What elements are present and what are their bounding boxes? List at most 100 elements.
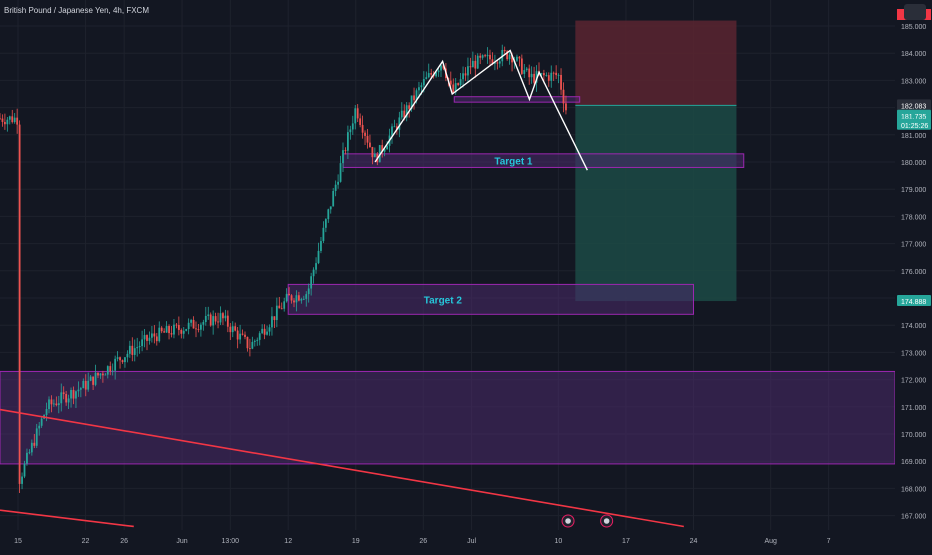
candle: [298, 291, 300, 302]
candle: [498, 58, 501, 68]
candle: [555, 65, 558, 80]
candle-body: [535, 71, 538, 83]
candle-body: [474, 60, 477, 69]
candle-body: [369, 142, 371, 148]
candle-body: [55, 403, 58, 406]
candle: [192, 316, 195, 329]
candle: [244, 331, 246, 340]
candle: [405, 102, 408, 122]
candle: [141, 330, 143, 352]
candle-body: [48, 399, 50, 410]
trendline-1: [0, 408, 684, 528]
candle: [155, 332, 158, 346]
candle-body: [288, 293, 290, 296]
candle: [545, 72, 548, 77]
candle: [151, 326, 153, 343]
candle-body: [4, 121, 6, 125]
candle-body: [337, 181, 339, 185]
candle-body: [234, 326, 237, 331]
candle: [111, 363, 114, 376]
candle-body: [170, 333, 173, 335]
candle: [207, 306, 210, 320]
candle: [33, 433, 36, 449]
trendline-2: [0, 509, 134, 528]
time-tick-label: Aug: [764, 538, 777, 545]
candle: [520, 54, 523, 76]
candle: [217, 312, 219, 329]
candle-body: [266, 331, 268, 335]
candle-body: [312, 269, 315, 277]
candle: [486, 47, 489, 64]
candle-body: [398, 117, 401, 130]
candle-body: [180, 329, 183, 334]
candle-body: [165, 326, 168, 333]
candle: [104, 373, 107, 376]
candle: [371, 146, 374, 165]
candle: [60, 383, 63, 412]
candle-body: [332, 190, 335, 207]
candle: [23, 460, 26, 479]
candle-body: [124, 357, 126, 363]
candle: [204, 306, 207, 326]
candle-body: [268, 327, 271, 332]
auto-scale-button[interactable]: [904, 4, 926, 20]
candle: [449, 71, 452, 89]
candle-body: [540, 73, 543, 75]
candle-body: [565, 103, 567, 111]
price-tick-label: 178.000: [901, 214, 926, 221]
candle: [126, 350, 129, 363]
candle: [266, 325, 268, 336]
candle-layer: [0, 44, 567, 494]
candle: [1, 114, 4, 127]
candle: [528, 64, 531, 85]
candle-body: [295, 295, 298, 303]
candle-body: [175, 324, 178, 326]
candle: [356, 104, 359, 122]
candle-body: [547, 75, 550, 81]
candle-body: [381, 145, 384, 152]
candle-body: [75, 391, 77, 399]
candle: [89, 374, 92, 382]
candle: [398, 111, 401, 138]
candle-body: [28, 452, 31, 454]
candle: [386, 141, 388, 150]
candle: [481, 54, 484, 60]
candle-body: [516, 56, 518, 61]
candle: [293, 298, 295, 308]
candle-body: [119, 357, 121, 361]
candle-body: [405, 105, 408, 118]
countdown-badge-bg: [897, 118, 931, 130]
candle-body: [187, 322, 190, 330]
candle-body: [403, 110, 406, 118]
candle: [148, 331, 151, 345]
event-marker-dot: [565, 518, 571, 524]
candle-body: [310, 276, 313, 289]
candle: [437, 67, 440, 77]
candle-body: [555, 72, 558, 76]
candle-body: [315, 263, 317, 270]
candle-body: [1, 118, 4, 122]
candle: [175, 322, 178, 329]
candle-body: [62, 392, 65, 394]
pattern-line: [374, 49, 588, 171]
candle: [317, 242, 320, 265]
candle-body: [459, 79, 462, 86]
candle-body: [560, 74, 562, 90]
candle-body: [8, 116, 11, 120]
candle-body: [383, 149, 386, 152]
candle-body: [70, 389, 72, 399]
candle-body: [106, 366, 109, 375]
candle: [209, 312, 212, 327]
candle: [234, 322, 237, 332]
candle-body: [258, 333, 261, 340]
candle: [342, 142, 344, 172]
candle: [70, 387, 72, 408]
entry-price-badge-bg: [897, 99, 931, 111]
candle-body: [67, 398, 70, 403]
countdown-badge: 01:25:26: [901, 123, 928, 130]
time-tick-label: 26: [120, 538, 128, 545]
candle-body: [226, 315, 229, 327]
candle: [79, 386, 82, 398]
